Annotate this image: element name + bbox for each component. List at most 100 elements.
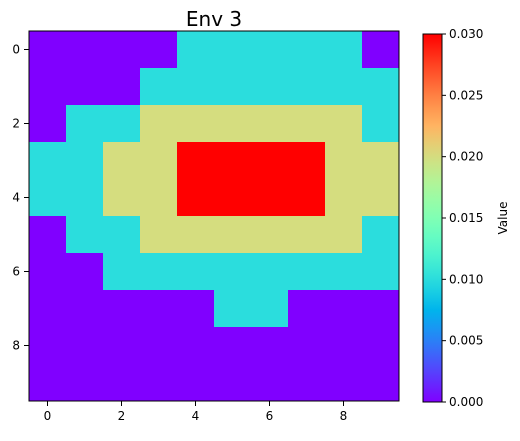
heatmap-cell [362, 142, 400, 180]
heatmap-cell [29, 364, 67, 402]
y-tick-label: 8 [12, 339, 20, 353]
heatmap-cell [288, 216, 326, 254]
heatmap-cell [288, 327, 326, 365]
heatmap-cell [103, 327, 141, 365]
heatmap-cell [288, 68, 326, 106]
heatmap-cell [214, 179, 252, 217]
heatmap-cell [251, 31, 289, 69]
heatmap-cell [288, 290, 326, 328]
colorbar-axis: 0.000 0.005 0.010 0.015 0.020 0.025 0.030 [442, 27, 483, 409]
heatmap-cell [29, 290, 67, 328]
x-tick-label: 6 [266, 409, 274, 423]
heatmap-cell [66, 68, 104, 106]
heatmap-cell [177, 216, 215, 254]
heatmap-cell [140, 364, 178, 402]
heatmap-cell [325, 31, 363, 69]
heatmap-cell [66, 216, 104, 254]
heatmap-cell [251, 364, 289, 402]
heatmap-cell [251, 142, 289, 180]
heatmap-cells [29, 31, 400, 402]
heatmap-cell [66, 253, 104, 291]
heatmap-cell [325, 253, 363, 291]
colorbar-tick-label: 0.015 [449, 211, 483, 225]
heatmap-cell [325, 179, 363, 217]
heatmap-cell [325, 216, 363, 254]
heatmap-cell [362, 327, 400, 365]
heatmap-cell [177, 142, 215, 180]
plot-frame [28, 30, 400, 402]
colorbar-tick-label: 0.030 [449, 27, 483, 41]
heatmap-cell [251, 179, 289, 217]
x-tick-label: 4 [192, 409, 200, 423]
heatmap-cell [140, 253, 178, 291]
heatmap-cell [362, 31, 400, 69]
chart-title: Env 3 [186, 7, 242, 31]
heatmap-cell [29, 142, 67, 180]
heatmap-cell [29, 253, 67, 291]
heatmap-cell [251, 216, 289, 254]
colorbar-tick-label: 0.010 [449, 272, 483, 286]
heatmap-cell [362, 216, 400, 254]
heatmap-cell [177, 364, 215, 402]
colorbar-tick-label: 0.025 [449, 88, 483, 102]
heatmap-cell [325, 105, 363, 143]
heatmap-cell [214, 216, 252, 254]
heatmap-cell [140, 327, 178, 365]
heatmap-cell [140, 31, 178, 69]
heatmap-cell [140, 290, 178, 328]
heatmap-cell [177, 290, 215, 328]
heatmap-cell [103, 253, 141, 291]
heatmap-cell [251, 290, 289, 328]
heatmap-cell [140, 179, 178, 217]
heatmap-cell [288, 105, 326, 143]
heatmap-cell [325, 68, 363, 106]
heatmap-cell [251, 68, 289, 106]
heatmap-cell [288, 364, 326, 402]
colorbar-label: Value [496, 202, 510, 235]
heatmap-cell [140, 68, 178, 106]
heatmap-cell [362, 68, 400, 106]
colorbar-tick-label: 0.005 [449, 334, 483, 348]
heatmap-cell [251, 327, 289, 365]
heatmap-cell [177, 68, 215, 106]
heatmap-cell [288, 31, 326, 69]
heatmap-cell [251, 253, 289, 291]
colorbar-tick-label: 0.020 [449, 150, 483, 164]
heatmap-cell [177, 327, 215, 365]
heatmap-cell [103, 216, 141, 254]
heatmap-cell [29, 68, 67, 106]
heatmap-cell [214, 327, 252, 365]
heatmap-cell [103, 31, 141, 69]
heatmap-cell [325, 327, 363, 365]
heatmap-cell [214, 142, 252, 180]
y-tick-label: 2 [12, 117, 20, 131]
y-tick-label: 0 [12, 43, 20, 57]
heatmap-cell [66, 105, 104, 143]
heatmap-cell [66, 142, 104, 180]
heatmap-cell [214, 68, 252, 106]
heatmap-cell [214, 290, 252, 328]
heatmap-cell [103, 290, 141, 328]
heatmap-cell [288, 253, 326, 291]
heatmap-cell [288, 179, 326, 217]
axes: 0 2 4 6 8 0 2 4 6 8 [12, 43, 347, 424]
y-tick-label: 6 [12, 265, 20, 279]
heatmap-cell [214, 364, 252, 402]
x-tick-label: 2 [118, 409, 126, 423]
heatmap-cell [177, 105, 215, 143]
heatmap-cell [66, 327, 104, 365]
heatmap-cell [29, 31, 67, 69]
heatmap-cell [288, 142, 326, 180]
heatmap-cell [29, 327, 67, 365]
heatmap-cell [177, 179, 215, 217]
heatmap-cell [177, 253, 215, 291]
heatmap-cell [214, 253, 252, 291]
heatmap-cell [29, 105, 67, 143]
heatmap-cell [140, 216, 178, 254]
heatmap-cell [214, 31, 252, 69]
y-tick-label: 4 [12, 191, 20, 205]
heatmap-cell [103, 179, 141, 217]
heatmap-cell [214, 105, 252, 143]
heatmap-cell [177, 31, 215, 69]
